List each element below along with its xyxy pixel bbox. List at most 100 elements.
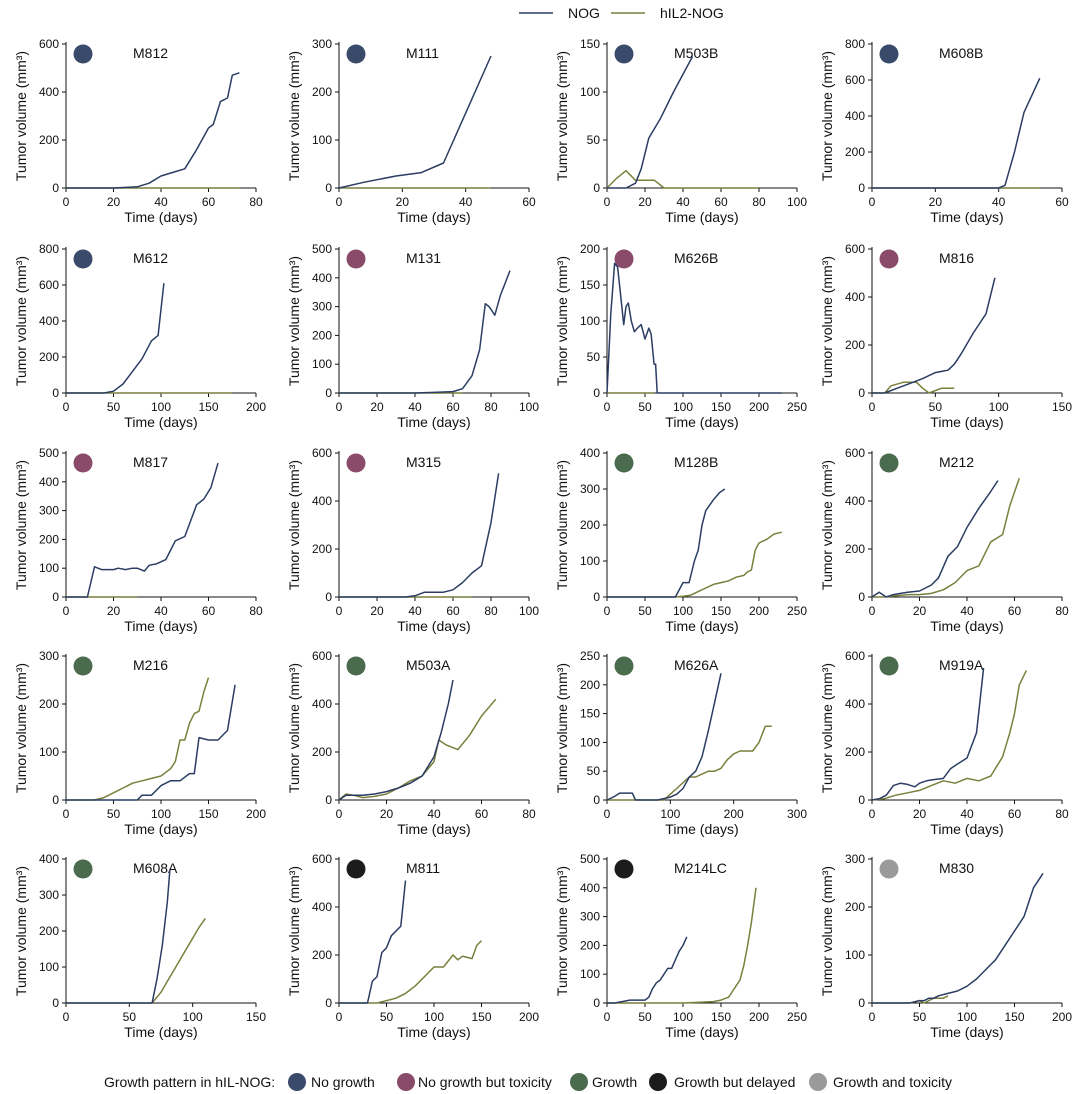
x-tick-label: 50	[638, 400, 652, 414]
x-tick-label: 50	[913, 1010, 927, 1024]
y-tick-label: 0	[858, 386, 865, 400]
panel-title: M816	[939, 250, 974, 266]
y-axis-label: Tumor volume (mm³)	[554, 256, 570, 386]
x-tick-label: 40	[676, 195, 690, 209]
x-axis-label: Time (days)	[124, 821, 197, 837]
y-tick-label: 500	[312, 242, 332, 256]
growth-pattern-dot-icon	[879, 859, 899, 879]
series-line-hil2-nog	[339, 940, 483, 1004]
x-tick-label: 40	[992, 195, 1006, 209]
y-tick-label: 400	[312, 697, 332, 711]
x-tick-label: 100	[787, 195, 807, 209]
y-tick-label: 150	[580, 707, 600, 721]
nog-legend-label: NOG	[568, 5, 600, 21]
chart-panel-m214lc: 0 100 200 300 400 500 0 50 100 150 200 250 Time (day…	[554, 852, 807, 1040]
y-axis-label: Tumor volume (mm³)	[286, 256, 302, 386]
x-tick-label: 20	[638, 195, 652, 209]
y-tick-label: 600	[39, 37, 59, 51]
growth-pattern-dot-icon	[346, 656, 366, 676]
y-tick-label: 300	[39, 649, 59, 663]
y-tick-label: 200	[39, 697, 59, 711]
y-axis-label: Tumor volume (mm³)	[13, 256, 29, 386]
series-line-nog	[872, 277, 996, 394]
y-tick-label: 50	[587, 350, 601, 364]
y-tick-label: 200	[39, 133, 59, 147]
x-tick-label: 150	[246, 1010, 266, 1024]
y-tick-label: 200	[39, 532, 59, 546]
y-axis-label: Tumor volume (mm³)	[13, 460, 29, 590]
x-tick-label: 0	[869, 400, 876, 414]
growth-pattern-dot-icon	[346, 44, 366, 64]
y-tick-label: 400	[39, 85, 59, 99]
x-tick-label: 250	[787, 400, 807, 414]
x-tick-label: 60	[202, 195, 216, 209]
panel-title: M608A	[133, 860, 178, 876]
x-axis-label: Time (days)	[665, 821, 738, 837]
x-tick-label: 150	[471, 1010, 491, 1024]
x-tick-label: 100	[151, 807, 171, 821]
x-tick-label: 0	[869, 1010, 876, 1024]
y-tick-label: 0	[593, 793, 600, 807]
series-line-nog	[871, 480, 999, 598]
growth-pattern-dot-icon	[614, 44, 634, 64]
y-tick-label: 200	[580, 518, 600, 532]
x-tick-label: 50	[123, 1010, 137, 1024]
growth-legend-no-growth-toxicity: No growth but toxicity	[418, 1074, 552, 1090]
y-tick-label: 300	[580, 910, 600, 924]
panel-title: M830	[939, 860, 974, 876]
y-tick-label: 200	[312, 328, 332, 342]
series-line-nog	[66, 462, 219, 598]
y-axis-label: Tumor volume (mm³)	[286, 51, 302, 181]
growth-pattern-dot-icon	[879, 249, 899, 269]
x-tick-label: 100	[989, 400, 1009, 414]
x-tick-label: 250	[787, 604, 807, 618]
y-tick-label: 100	[580, 85, 600, 99]
growth-legend-no-growth: No growth	[311, 1074, 375, 1090]
chart-panel-m919a: 0 200 400 600 0 20 40 60 80 Time (days) Tumor volu…	[819, 649, 1069, 837]
x-tick-label: 60	[475, 807, 489, 821]
y-tick-label: 600	[312, 446, 332, 460]
y-tick-label: 500	[580, 852, 600, 866]
panel-title: M817	[133, 454, 168, 470]
series-line-nog	[66, 869, 171, 1004]
y-tick-label: 600	[39, 278, 59, 292]
growth-pattern-dot-icon	[614, 859, 634, 879]
growth-dot-icon	[570, 1073, 588, 1091]
y-tick-label: 0	[593, 386, 600, 400]
x-tick-label: 300	[787, 807, 807, 821]
y-axis-label: Tumor volume (mm³)	[286, 866, 302, 996]
growth-pattern-dot-icon	[73, 453, 93, 473]
x-tick-label: 50	[638, 1010, 652, 1024]
x-axis-label: Time (days)	[397, 209, 470, 225]
y-tick-label: 0	[858, 590, 865, 604]
chart-panel-m111: 0 100 200 300 0 20 40 60 Time (days) Tumor volume…	[286, 37, 536, 225]
series-line-hil2-nog	[872, 381, 955, 394]
growth-pattern-dot-icon	[73, 859, 93, 879]
y-tick-label: 200	[312, 948, 332, 962]
y-tick-label: 200	[845, 145, 865, 159]
series-line-nog	[339, 270, 511, 394]
x-tick-label: 200	[1052, 1010, 1072, 1024]
x-axis-label: Time (days)	[930, 209, 1003, 225]
x-tick-label: 200	[749, 1010, 769, 1024]
x-tick-label: 20	[107, 604, 121, 618]
x-tick-label: 20	[370, 604, 384, 618]
y-tick-label: 100	[312, 357, 332, 371]
y-axis-label: Tumor volume (mm³)	[819, 866, 835, 996]
x-tick-label: 50	[638, 604, 652, 618]
x-tick-label: 100	[183, 1010, 203, 1024]
x-tick-label: 100	[519, 400, 539, 414]
x-tick-label: 200	[724, 807, 744, 821]
growth-legend-growth: Growth	[592, 1074, 637, 1090]
y-tick-label: 100	[580, 735, 600, 749]
y-tick-label: 600	[312, 852, 332, 866]
x-axis-label: Time (days)	[397, 821, 470, 837]
x-tick-label: 20	[370, 400, 384, 414]
series-legend: NOG hIL2-NOG	[519, 5, 724, 21]
series-line-nog	[872, 77, 1041, 189]
x-tick-label: 0	[63, 400, 70, 414]
series-line-nog	[66, 684, 236, 801]
growth-pattern-dot-icon	[346, 453, 366, 473]
chart-panel-m626b: 0 50 100 150 200 0 50 100 150 200 250 Time (days) Tu…	[554, 242, 807, 430]
y-tick-label: 0	[593, 590, 600, 604]
